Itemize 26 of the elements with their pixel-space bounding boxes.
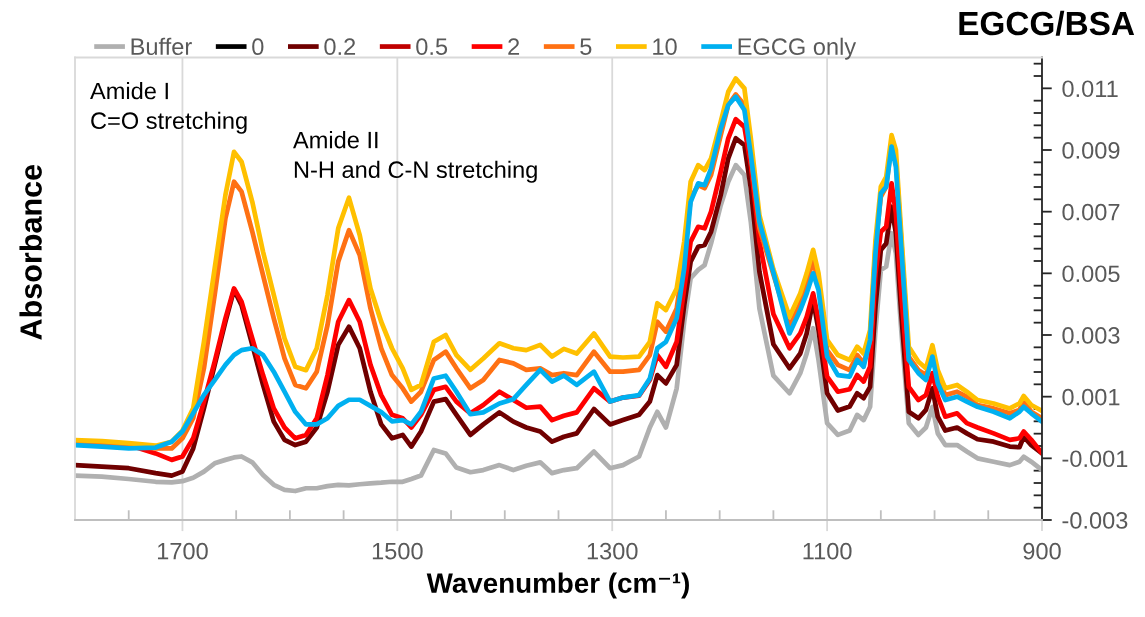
y-tick-label: 0.005 [1062,265,1120,283]
legend-label: 2 [508,38,520,55]
y-tick-label: 0.009 [1062,142,1120,159]
legend-label: 0 [252,38,264,56]
annotation: Amide I C=O stretching [90,82,247,134]
legend-label: 0.2 [324,38,356,56]
annotation: Amide II N-H and C-N stretching [293,131,537,183]
legend-label: Buffer [131,37,192,56]
legend-title: EGCG/BSA [959,10,1135,36]
y-tick-label: 0.003 [1062,327,1120,344]
y-tick-label: -0.003 [1062,512,1128,529]
legend-label: 10 [653,38,677,56]
x-tick-label: 1500 [372,542,423,560]
y-tick-label: 0.011 [1062,80,1118,98]
y-tick-label: 0.001 [1062,388,1120,406]
x-tick-label: 900 [1023,542,1061,560]
legend-label: 5 [580,38,592,56]
y-tick-label: 0.007 [1062,203,1120,221]
x-tick-label: 1300 [587,542,638,560]
legend-label: 0.5 [416,38,448,56]
x-tick-label: 1100 [803,542,852,560]
y-tick-label: -0.001 [1062,450,1128,468]
y-axis-title: Absorbance [19,164,42,340]
x-axis-title: Wavenumber (cm⁻¹) [426,572,689,599]
x-tick-label: 1700 [157,542,208,560]
legend-label: EGCG only [738,37,857,60]
